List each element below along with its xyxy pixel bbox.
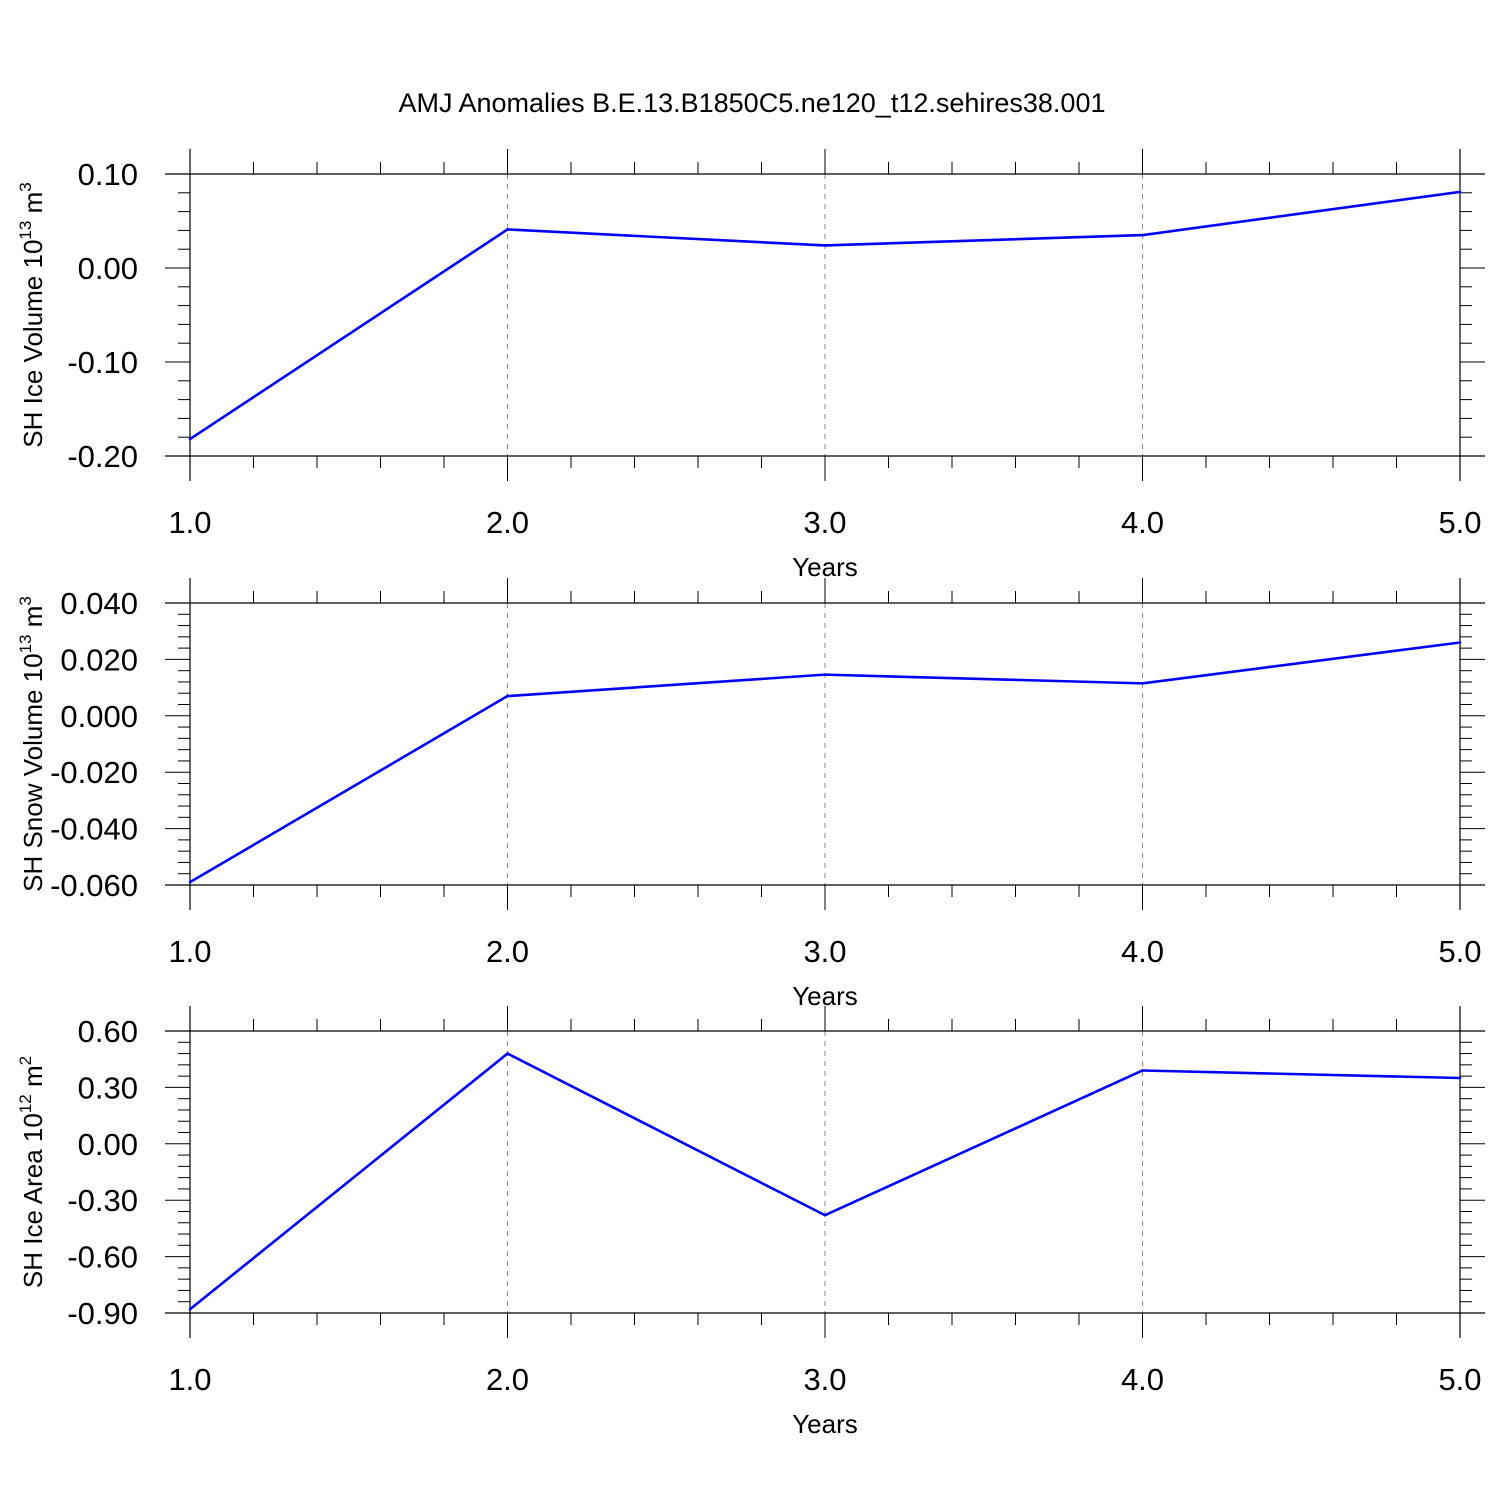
y-axis-label: SH Ice Volume 1013 m3 [16, 182, 48, 447]
y-tick-label: 0.30 [78, 1070, 138, 1105]
y-tick-label: 0.00 [78, 251, 138, 286]
data-point [506, 694, 509, 698]
y-label-text: SH Snow Volume 10 [18, 653, 48, 891]
x-tick-label: 5.0 [1438, 505, 1481, 540]
x-axis-label: Years [792, 1409, 858, 1439]
x-tick-label: 4.0 [1121, 934, 1164, 969]
x-tick-label: 1.0 [168, 505, 211, 540]
x-tick-label: 3.0 [803, 505, 846, 540]
y-axis-label: SH Snow Volume 1013 m3 [16, 596, 48, 892]
y-label-superscript: 3 [16, 596, 35, 605]
y-tick-label: -0.040 [50, 812, 138, 847]
data-point [1458, 1076, 1462, 1080]
chart-panel-3: -0.90 -0.60 -0.30 0.00 0.30 0.60 1.0 2.0 3.0 4.0 5… [16, 1006, 1485, 1439]
data-point [188, 880, 192, 884]
x-tick-label: 4.0 [1121, 505, 1164, 540]
y-tick-label: -0.60 [67, 1240, 138, 1275]
y-tick-label: -0.020 [50, 755, 138, 790]
chart-panel-2: -0.060 -0.040 -0.020 0.000 0.020 0.040 1.0 2.0 3… [16, 578, 1485, 1011]
x-tick-label: 2.0 [486, 934, 529, 969]
x-tick-label: 4.0 [1121, 1362, 1164, 1397]
data-point [1141, 1069, 1144, 1072]
y-label-superscript: 13 [16, 221, 35, 240]
y-tick-label: -0.060 [50, 868, 138, 903]
y-tick-label: 0.60 [78, 1014, 138, 1049]
y-label-text: m [18, 1065, 48, 1094]
y-tick-label: -0.30 [67, 1183, 138, 1218]
data-point [1141, 682, 1144, 685]
y-label-superscript: 2 [16, 1056, 35, 1065]
data-point [188, 437, 192, 441]
data-point [1141, 233, 1144, 237]
x-tick-label: 3.0 [803, 1362, 846, 1397]
data-point [1458, 190, 1462, 194]
x-tick-label: 2.0 [486, 1362, 529, 1397]
y-tick-label: -0.20 [67, 439, 138, 474]
data-point [1458, 641, 1462, 644]
data-point [823, 1213, 827, 1217]
x-tick-label: 1.0 [168, 1362, 211, 1397]
y-label-text: SH Ice Area 10 [18, 1113, 48, 1288]
y-tick-label: -0.10 [67, 345, 138, 380]
y-tick-label: 0.040 [60, 586, 138, 621]
y-tick-label: 0.020 [60, 642, 138, 677]
y-label-text: SH Ice Volume 10 [18, 240, 48, 448]
chart-panel-1: -0.20 -0.10 0.00 0.10 1.0 2.0 3.0 4.0 5.0 Years SH… [16, 149, 1485, 582]
x-axis-label: Years [792, 552, 858, 582]
data-point [188, 1307, 192, 1311]
y-tick-label: 0.10 [78, 157, 138, 192]
y-axis-label: SH Ice Area 1012 m2 [16, 1056, 48, 1288]
figure-title: AMJ Anomalies B.E.13.B1850C5.ne120_t12.s… [399, 88, 1106, 118]
data-point [506, 228, 509, 231]
x-tick-label: 3.0 [803, 934, 846, 969]
y-label-text: m [18, 192, 48, 221]
y-label-superscript: 3 [16, 182, 35, 191]
x-tick-label: 5.0 [1438, 934, 1481, 969]
y-tick-label: -0.90 [67, 1296, 138, 1331]
data-point [506, 1052, 509, 1055]
panels: -0.20 -0.10 0.00 0.10 1.0 2.0 3.0 4.0 5.0 Years SH… [16, 149, 1485, 1439]
y-label-text: m [18, 606, 48, 635]
x-tick-label: 2.0 [486, 505, 529, 540]
y-tick-label: 0.00 [78, 1127, 138, 1162]
y-label-superscript: 12 [16, 1094, 35, 1113]
y-tick-label: 0.000 [60, 699, 138, 734]
data-point [823, 244, 827, 247]
x-tick-label: 5.0 [1438, 1362, 1481, 1397]
data-point [823, 673, 827, 676]
x-tick-label: 1.0 [168, 934, 211, 969]
y-label-superscript: 13 [16, 634, 35, 653]
